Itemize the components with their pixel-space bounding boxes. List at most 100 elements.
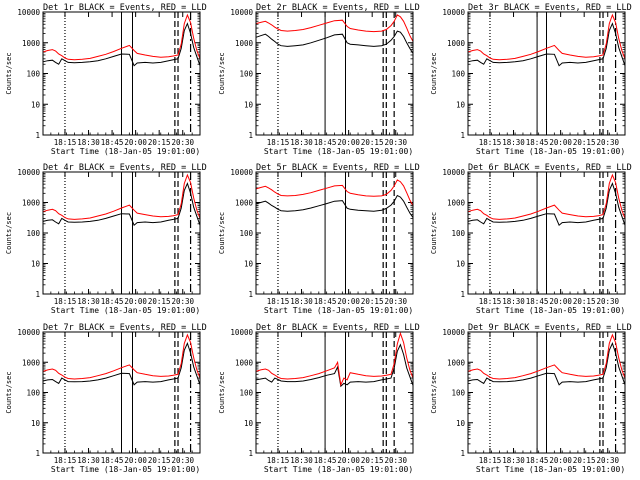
y-tick-label: 1 — [248, 449, 253, 458]
y-tick-label: 1 — [35, 290, 40, 299]
panel-3: Det 3r BLACK = Events, RED = LLD 1 10 100 10… — [430, 3, 632, 156]
x-tick-label: 20:30 — [384, 297, 407, 306]
x-axis-label: Start Time (18-Jan-05 19:01:00) — [264, 465, 413, 474]
panel-2: Det 2r BLACK = Events, RED = LLD 1 10 100 10… — [218, 3, 420, 156]
x-tick-label: 18:45 — [314, 456, 337, 465]
x-axis-label: Start Time (18-Jan-05 19:01:00) — [476, 147, 625, 156]
y-tick-label: 10000 — [230, 168, 253, 177]
plot-frame — [42, 331, 201, 454]
y-axis-label: Counts/sec — [5, 52, 13, 94]
y-tick-label: 10000 — [442, 168, 465, 177]
y-tick-label: 1000 — [447, 358, 466, 367]
y-axis-label: Counts/sec — [5, 371, 13, 413]
x-tick-label: 20:00 — [337, 138, 360, 147]
panel-1: Det 1r BLACK = Events, RED = LLD 1 10 100 10… — [5, 3, 207, 156]
y-tick-label: 100 — [451, 70, 465, 79]
series-line-lld — [42, 13, 201, 61]
x-axis-label: Start Time (18-Jan-05 19:01:00) — [51, 465, 200, 474]
series-line-lld — [467, 173, 626, 220]
y-tick-label: 10000 — [230, 8, 253, 17]
x-tick-label: 18:15 — [267, 297, 290, 306]
x-tick-label: 18:30 — [502, 138, 525, 147]
x-tick-label: 20:15 — [361, 297, 384, 306]
x-tick-label: 20:15 — [148, 138, 171, 147]
x-tick-label: 20:30 — [171, 456, 194, 465]
x-axis-label: Start Time (18-Jan-05 19:01:00) — [264, 306, 413, 315]
y-tick-label: 1000 — [22, 199, 41, 208]
x-tick-label: 20:30 — [384, 456, 407, 465]
y-tick-label: 1 — [35, 449, 40, 458]
panel-8: Det 8r BLACK = Events, RED = LLD 1 10 100 10… — [218, 323, 420, 474]
panel-9: Det 9r BLACK = Events, RED = LLD 1 10 100 10… — [430, 323, 632, 474]
x-tick-label: 18:15 — [54, 297, 77, 306]
panel-title: Det 7r BLACK = Events, RED = LLD — [43, 323, 207, 333]
x-tick-label: 18:45 — [526, 138, 549, 147]
series-line-events — [467, 182, 626, 227]
series-line-lld — [467, 333, 626, 380]
x-tick-label: 18:45 — [314, 138, 337, 147]
y-axis-label: Counts/sec — [430, 371, 438, 413]
x-tick-label: 20:15 — [573, 138, 596, 147]
y-axis-label: Counts/sec — [218, 212, 226, 254]
series-line-lld — [467, 13, 626, 61]
x-tick-label: 18:45 — [101, 456, 124, 465]
x-tick-label: 20:30 — [596, 138, 619, 147]
series-line-events — [255, 194, 414, 218]
plot-frame — [42, 11, 201, 136]
y-tick-label: 10 — [31, 419, 41, 428]
plot-frame — [255, 171, 414, 295]
x-tick-label: 20:30 — [171, 138, 194, 147]
panel-title: Det 8r BLACK = Events, RED = LLD — [256, 323, 420, 333]
y-tick-label: 100 — [451, 389, 465, 398]
y-tick-label: 10 — [31, 260, 41, 269]
y-tick-label: 100 — [451, 229, 465, 238]
series-line-events — [255, 343, 414, 388]
y-tick-label: 10 — [456, 260, 466, 269]
y-tick-label: 10 — [456, 100, 466, 109]
x-axis-label: Start Time (18-Jan-05 19:01:00) — [476, 465, 625, 474]
plot-frame — [255, 11, 414, 136]
x-tick-label: 18:30 — [502, 297, 525, 306]
y-tick-label: 1000 — [22, 358, 41, 367]
x-tick-label: 20:15 — [361, 456, 384, 465]
x-tick-label: 18:15 — [54, 456, 77, 465]
x-tick-label: 18:15 — [54, 138, 77, 147]
y-tick-label: 1 — [248, 131, 253, 140]
y-tick-label: 10000 — [442, 8, 465, 17]
series-line-events — [42, 182, 201, 227]
y-tick-label: 10 — [244, 260, 254, 269]
y-tick-label: 1000 — [235, 199, 254, 208]
x-tick-label: 20:30 — [596, 297, 619, 306]
x-tick-label: 18:30 — [290, 456, 313, 465]
x-tick-label: 20:15 — [148, 456, 171, 465]
y-tick-label: 100 — [26, 229, 40, 238]
x-tick-label: 20:00 — [124, 297, 147, 306]
x-tick-label: 20:00 — [549, 456, 572, 465]
y-tick-label: 10000 — [17, 168, 40, 177]
y-tick-label: 100 — [239, 389, 253, 398]
panel-title: Det 6r BLACK = Events, RED = LLD — [468, 163, 632, 173]
series-line-lld — [255, 331, 414, 387]
y-tick-label: 10000 — [442, 328, 465, 337]
y-tick-label: 10000 — [230, 328, 253, 337]
panel-title: Det 3r BLACK = Events, RED = LLD — [468, 3, 632, 13]
series-line-lld — [42, 173, 201, 220]
y-tick-label: 100 — [239, 70, 253, 79]
y-tick-label: 10000 — [17, 8, 40, 17]
plot-frame — [467, 11, 626, 136]
y-axis-label: Counts/sec — [218, 371, 226, 413]
x-axis-label: Start Time (18-Jan-05 19:01:00) — [51, 306, 200, 315]
x-tick-label: 20:00 — [124, 456, 147, 465]
y-axis-label: Counts/sec — [430, 212, 438, 254]
x-tick-label: 18:15 — [267, 456, 290, 465]
x-tick-label: 18:45 — [101, 297, 124, 306]
plot-frame — [42, 171, 201, 295]
y-tick-label: 10 — [456, 419, 466, 428]
x-tick-label: 20:00 — [124, 138, 147, 147]
series-line-lld — [42, 333, 201, 380]
x-tick-label: 18:30 — [290, 138, 313, 147]
x-axis-label: Start Time (18-Jan-05 19:01:00) — [51, 147, 200, 156]
y-tick-label: 1 — [460, 449, 465, 458]
